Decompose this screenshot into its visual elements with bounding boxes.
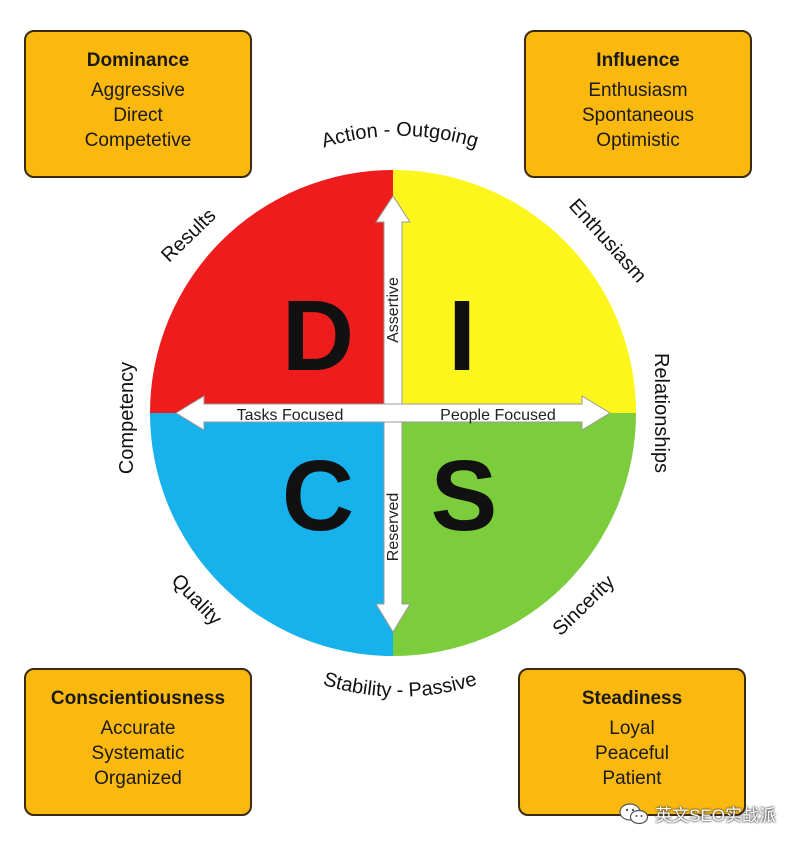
card-title: Dominance <box>86 50 190 71</box>
wechat-icon <box>619 802 649 824</box>
watermark-text: 英文SEO实战派 <box>655 806 776 825</box>
quadrant-i <box>393 170 636 413</box>
letter-d: D <box>282 280 354 392</box>
ring-label-competency: Competency <box>116 362 138 474</box>
axis-label-reserved: Reserved <box>385 493 402 561</box>
conscientiousness-card: Conscientiousness Accurate Systematic Or… <box>24 668 252 816</box>
steadiness-card: Steadiness Loyal Peaceful Patient <box>518 668 746 816</box>
quadrant-s <box>393 413 636 656</box>
horizontal-arrow <box>175 395 611 431</box>
letter-i: I <box>448 280 476 392</box>
card-trait: Spontaneous <box>582 105 694 126</box>
letter-s: S <box>431 440 498 552</box>
watermark: 英文SEO实战派 <box>619 801 776 826</box>
card-trait: Optimistic <box>596 130 680 151</box>
quadrant-d <box>150 170 393 413</box>
card-title: Influence <box>596 50 680 71</box>
card-trait: Enthusiasm <box>588 80 688 101</box>
card-trait: Aggressive <box>91 80 185 101</box>
card-title: Steadiness <box>581 688 683 709</box>
card-trait: Peaceful <box>595 743 669 764</box>
card-trait: Direct <box>113 105 163 126</box>
card-trait: Competetive <box>84 130 192 151</box>
ring-label-action-outgoing: Action - Outgoing <box>319 119 481 153</box>
card-trait: Accurate <box>100 718 176 739</box>
quadrant-c <box>150 413 393 656</box>
axis-label-people-focused: People Focused <box>440 407 556 424</box>
axis-label-tasks-focused: Tasks Focused <box>237 407 344 424</box>
axis-label-assertive: Assertive <box>385 277 402 343</box>
card-trait: Organized <box>94 768 182 789</box>
influence-card: Influence Enthusiasm Spontaneous Optimis… <box>524 30 752 178</box>
dominance-card: Dominance Aggressive Direct Competetive <box>24 30 252 178</box>
letter-c: C <box>282 440 354 552</box>
card-trait: Systematic <box>91 743 185 764</box>
ring-label-relationships: Relationships <box>650 353 672 473</box>
card-trait: Patient <box>602 768 662 789</box>
card-title: Conscientiousness <box>50 688 226 709</box>
card-trait: Loyal <box>609 718 655 739</box>
ring-label-stability-passive: Stability - Passive <box>321 668 479 701</box>
